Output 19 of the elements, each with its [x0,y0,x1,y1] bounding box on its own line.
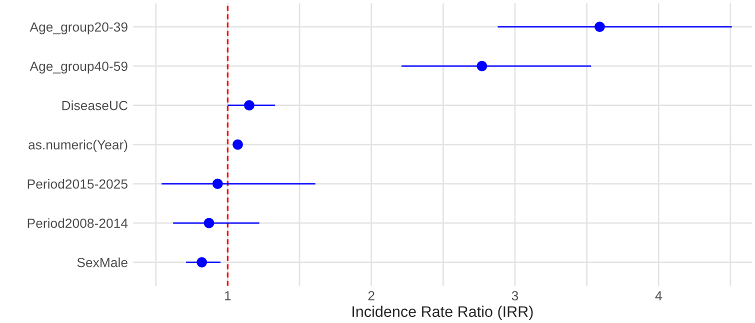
x-tick-label: 3 [512,291,518,300]
y-tick-label: Period2015-2025 [28,179,128,189]
x-tick-label: 4 [655,291,662,300]
point [232,139,243,150]
point [244,100,254,110]
point [204,218,214,228]
x-tick-label: 2 [368,291,374,300]
y-tick-label: as.numeric(Year) [28,140,128,152]
x-tick-label: 1 [225,291,231,300]
point [594,22,605,32]
y-tick-label: Age_group40-59 [30,62,128,74]
y-tick-label: SexMale [77,258,128,268]
point [476,60,488,72]
y-tick-label: DiseaseUC [62,100,128,110]
x-axis-title: Incidence Rate Ratio (IRR) [352,306,533,320]
y-tick-label: Period2008-2014 [28,218,128,228]
point [212,178,223,190]
point [196,257,208,268]
y-tick-label: Age_group20-39 [30,22,128,34]
